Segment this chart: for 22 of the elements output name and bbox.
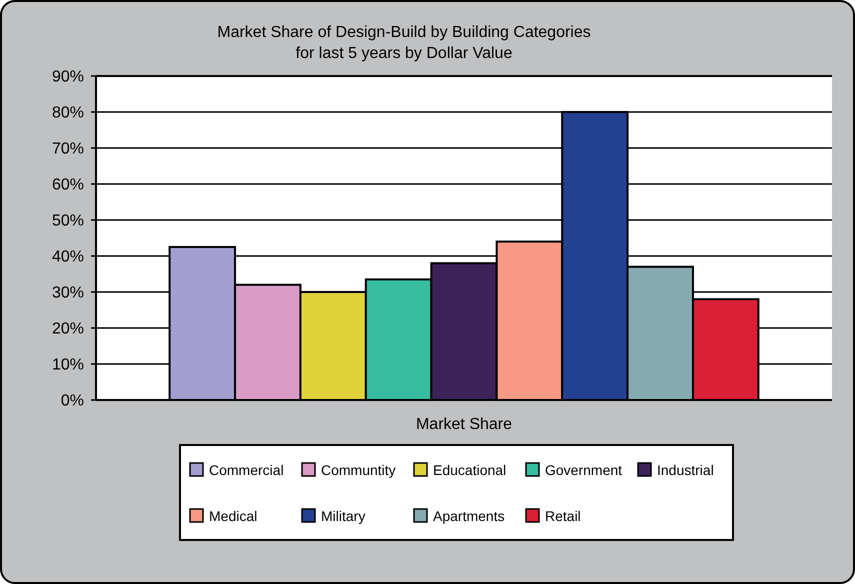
y-tick-label: 70% (52, 140, 84, 158)
y-tick-label: 50% (52, 212, 84, 230)
legend-label: Educational (433, 462, 506, 478)
legend-label: Industrial (657, 462, 714, 478)
y-tick-label: 80% (52, 104, 84, 122)
y-tick-label: 40% (52, 248, 84, 266)
legend-label: Apartments (433, 508, 505, 524)
legend-label: Medical (209, 508, 258, 524)
legend-label: Retail (545, 508, 581, 524)
y-tick-label: 10% (52, 356, 84, 374)
chart-title: Market Share of Design-Build by Building Categories (217, 24, 591, 41)
y-tick-label: 0% (60, 392, 84, 410)
y-tick-label: 20% (52, 320, 84, 338)
legend-label: Military (321, 508, 366, 524)
chart-subtitle: for last 5 years by Dollar Value (296, 45, 512, 62)
legend-label: Communtity (321, 462, 396, 478)
legend-label: Commercial (209, 462, 284, 478)
y-tick-label: 90% (52, 68, 84, 86)
legend-label: Government (545, 462, 622, 478)
y-tick-label: 30% (52, 284, 84, 302)
x-tick-label: Market Share (416, 416, 512, 433)
y-tick-label: 60% (52, 176, 84, 194)
